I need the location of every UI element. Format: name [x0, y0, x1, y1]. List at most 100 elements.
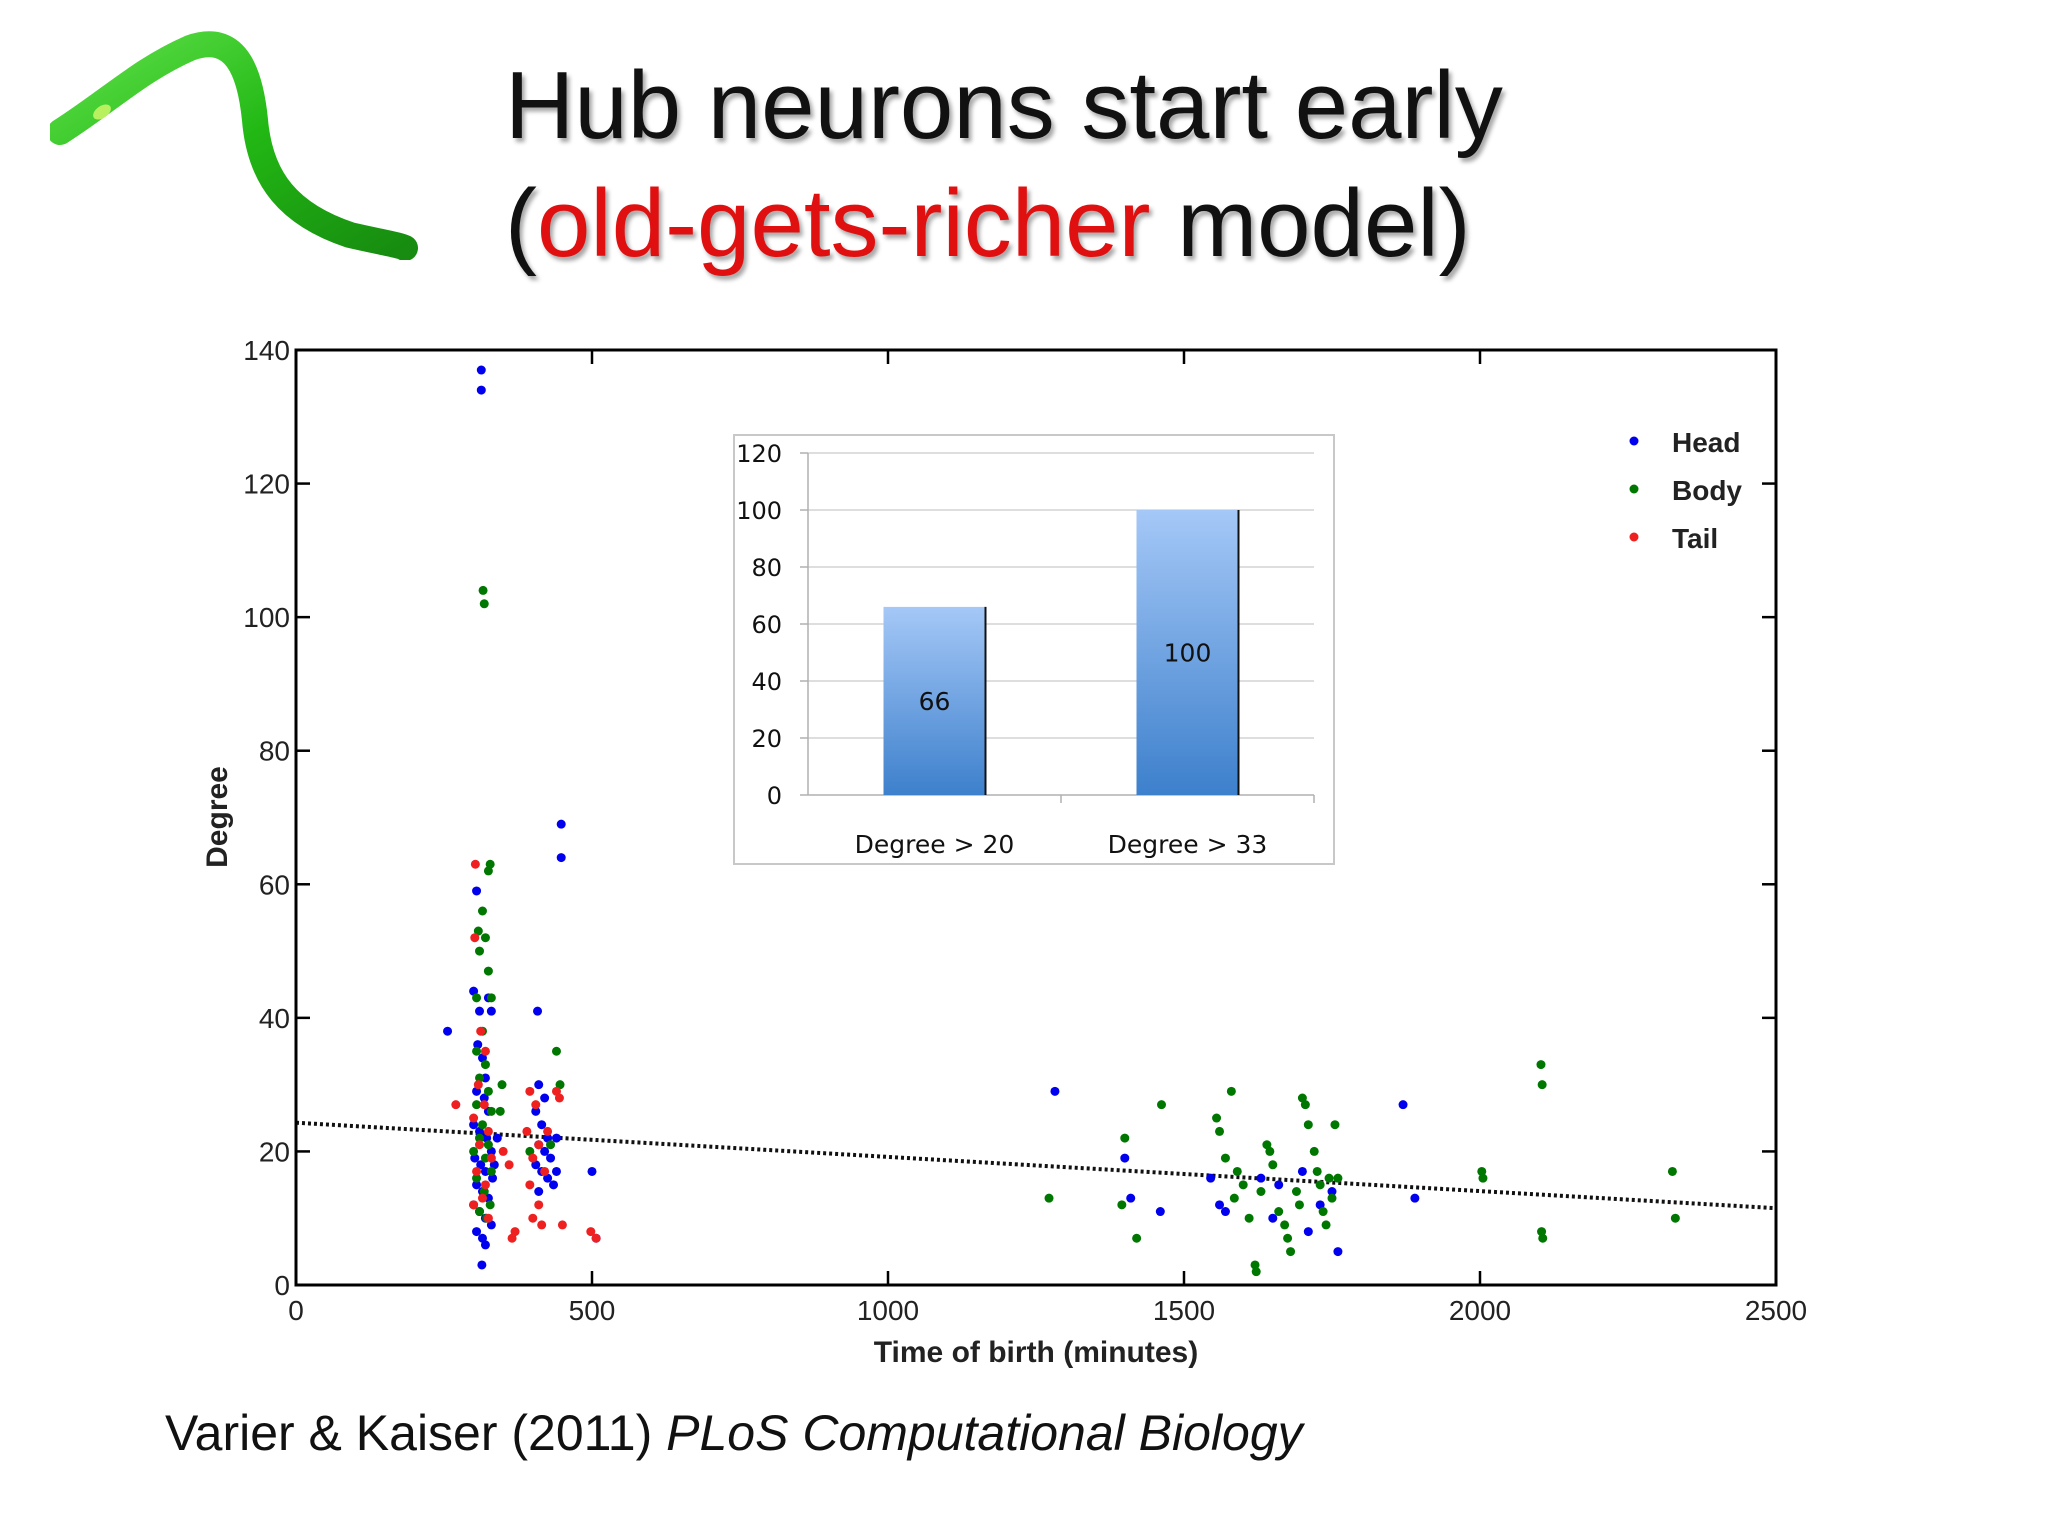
point-head-19: [476, 1160, 486, 1170]
point-head-37: [556, 853, 566, 863]
point-body-10: [486, 993, 496, 1003]
point-head-18: [470, 1153, 480, 1163]
point-head-60: [1215, 1200, 1225, 1210]
point-tail-33: [586, 1227, 596, 1237]
point-tail-12: [477, 1193, 487, 1203]
point-tail-21: [522, 1126, 532, 1136]
point-head-1: [476, 385, 486, 395]
point-tail-31: [554, 1093, 564, 1103]
point-tail-14: [483, 1213, 493, 1223]
point-head-32: [477, 1260, 487, 1270]
point-tail-8: [475, 1140, 485, 1150]
inset-bar-0: [883, 606, 986, 795]
legend-label-tail: Tail: [1672, 523, 1718, 554]
point-body-13: [480, 1060, 490, 1070]
y-tick-label-5: 100: [243, 602, 290, 633]
point-body-50: [1256, 1187, 1266, 1196]
point-body-46: [1238, 1180, 1248, 1190]
point-body-0: [478, 585, 488, 595]
y-tick-label-7: 140: [243, 335, 290, 366]
point-head-38: [534, 1080, 544, 1090]
point-body-45: [1232, 1166, 1242, 1176]
point-head-40: [531, 1106, 541, 1116]
point-head-41: [537, 1120, 547, 1130]
point-head-21: [488, 1173, 498, 1183]
citation-authors: Varier & Kaiser (2011): [165, 1405, 667, 1461]
point-head-2: [443, 1026, 453, 1036]
point-head-69: [1333, 1247, 1343, 1257]
point-tail-5: [479, 1100, 489, 1110]
point-head-50: [534, 1187, 544, 1196]
point-body-77: [1538, 1233, 1548, 1243]
point-tail-19: [525, 1086, 535, 1096]
point-tail-34: [591, 1233, 601, 1243]
point-body-69: [1327, 1193, 1337, 1203]
point-head-66: [1303, 1227, 1313, 1237]
point-head-33: [492, 1133, 502, 1143]
point-tail-20: [531, 1100, 541, 1110]
point-body-68: [1324, 1173, 1334, 1183]
point-body-32: [555, 1080, 565, 1090]
point-body-54: [1274, 1207, 1284, 1217]
y-tick-label-3: 60: [259, 869, 290, 900]
point-head-12: [479, 1093, 489, 1103]
point-head-59: [1206, 1173, 1216, 1183]
point-body-19: [475, 1133, 485, 1143]
point-body-49: [1251, 1267, 1261, 1277]
point-body-37: [1120, 1133, 1130, 1143]
point-body-5: [473, 926, 483, 936]
point-tail-1: [470, 933, 480, 943]
point-body-58: [1291, 1187, 1301, 1196]
point-tail-2: [476, 1026, 486, 1036]
point-head-44: [540, 1146, 550, 1156]
point-body-78: [1667, 1166, 1677, 1176]
point-head-8: [473, 1040, 483, 1050]
point-body-34: [546, 1140, 556, 1150]
point-head-39: [540, 1093, 550, 1103]
point-body-8: [483, 966, 493, 976]
point-head-35: [533, 1006, 543, 1016]
point-body-17: [486, 1106, 496, 1116]
point-tail-6: [469, 1113, 479, 1123]
point-tail-23: [528, 1153, 538, 1163]
inset-y-tick-label-6: 120: [736, 440, 782, 468]
point-tail-0: [470, 859, 480, 869]
inset-y-tick-label-0: 0: [767, 782, 782, 810]
point-tail-3: [480, 1046, 490, 1056]
point-head-65: [1297, 1166, 1307, 1176]
point-tail-24: [540, 1166, 550, 1176]
point-tail-28: [537, 1220, 547, 1230]
title-open-paren: (: [505, 170, 537, 277]
point-body-42: [1220, 1153, 1230, 1163]
slide-title-line1: Hub neurons start early: [505, 52, 1503, 159]
point-tail-35: [451, 1100, 461, 1110]
point-head-64: [1274, 1180, 1284, 1190]
y-tick-label-1: 20: [259, 1136, 290, 1167]
point-body-64: [1312, 1166, 1322, 1176]
point-tail-18: [507, 1233, 517, 1243]
point-body-41: [1215, 1126, 1225, 1136]
point-tail-9: [486, 1153, 496, 1163]
point-body-74: [1536, 1060, 1546, 1070]
point-head-55: [1050, 1086, 1060, 1096]
legend-label-body: Body: [1672, 475, 1742, 506]
point-head-68: [1327, 1187, 1337, 1196]
x-tick-label-4: 2000: [1449, 1295, 1511, 1326]
point-body-76: [1537, 1227, 1547, 1237]
point-head-7: [486, 1006, 496, 1016]
point-tail-13: [469, 1200, 479, 1210]
point-body-67: [1321, 1220, 1331, 1230]
point-head-61: [1220, 1207, 1230, 1217]
citation: Varier & Kaiser (2011) PLoS Computationa…: [165, 1404, 1303, 1462]
point-head-52: [551, 1133, 561, 1143]
slide-title-line2: (old-gets-richer model): [505, 176, 1471, 272]
title-highlight: old-gets-richer: [536, 170, 1151, 277]
inset-y-tick-label-3: 60: [751, 611, 782, 639]
y-axis-label: Degree: [201, 766, 234, 868]
point-head-49: [549, 1180, 559, 1190]
point-head-36: [556, 819, 566, 829]
point-body-27: [475, 1207, 485, 1217]
point-body-43: [1226, 1086, 1236, 1096]
point-tail-26: [534, 1200, 544, 1210]
